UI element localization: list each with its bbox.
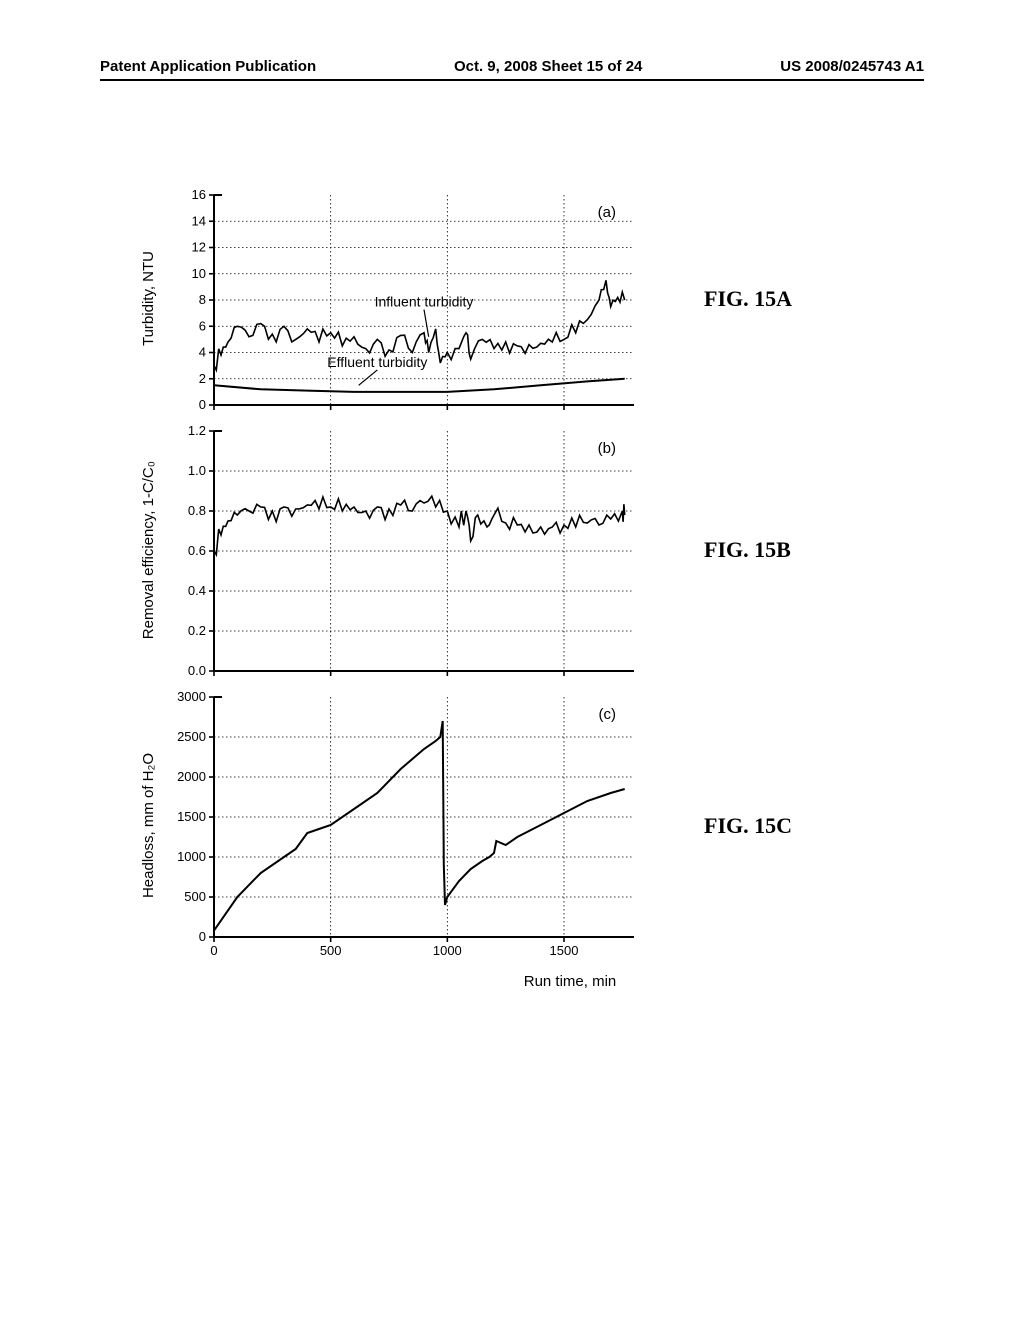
chart-b: 0.0 0.2 0.4 0.6 0.8 1.0 1.2 (b) — [166, 421, 644, 679]
figure-label-b: FIG. 15B — [704, 537, 791, 563]
header-left: Patent Application Publication — [100, 58, 316, 75]
svg-text:(c): (c) — [599, 706, 617, 723]
charts-area: Turbidity, NTU 0 2 4 6 8 10 12 14 16 Influent tur… — [140, 185, 900, 990]
chart-row-b: Removal efficiency, 1-C/C₀ 0.00.20.40.60… — [140, 421, 900, 679]
svg-text:500: 500 — [184, 889, 206, 904]
svg-text:14: 14 — [192, 213, 206, 228]
svg-text:0.2: 0.2 — [188, 623, 206, 638]
xaxis-label: Run time, min — [240, 973, 900, 990]
svg-text:1000: 1000 — [433, 943, 462, 958]
svg-text:2500: 2500 — [177, 729, 206, 744]
svg-text:1000: 1000 — [177, 849, 206, 864]
svg-text:500: 500 — [320, 943, 342, 958]
svg-text:1.0: 1.0 — [188, 463, 206, 478]
chart-a: 0 2 4 6 8 10 12 14 16 Influent turbidity Effluent … — [166, 185, 644, 413]
svg-text:2: 2 — [199, 371, 206, 386]
svg-text:0.4: 0.4 — [188, 583, 206, 598]
chart-c: 0 500 1000 1500 2000 2500 3000 0 500 1000 1500 (c) — [166, 687, 644, 965]
svg-text:0.8: 0.8 — [188, 503, 206, 518]
figure-label-a: FIG. 15A — [704, 286, 792, 312]
svg-text:12: 12 — [192, 240, 206, 255]
svg-text:(b): (b) — [598, 440, 616, 457]
svg-text:1.2: 1.2 — [188, 423, 206, 438]
svg-text:6: 6 — [199, 318, 206, 333]
svg-text:4: 4 — [199, 345, 206, 360]
svg-text:2000: 2000 — [177, 769, 206, 784]
figure-label-c: FIG. 15C — [704, 813, 792, 839]
svg-text:Influent turbidity: Influent turbidity — [375, 294, 474, 310]
header-center: Oct. 9, 2008 Sheet 15 of 24 — [454, 58, 642, 75]
yaxis-label-a: Turbidity, NTU — [140, 251, 162, 346]
yaxis-label-b: Removal efficiency, 1-C/C₀ — [140, 461, 162, 639]
chart-row-a: Turbidity, NTU 0 2 4 6 8 10 12 14 16 Influent tur… — [140, 185, 900, 413]
svg-text:0: 0 — [199, 397, 206, 412]
svg-text:3000: 3000 — [177, 689, 206, 704]
svg-text:1500: 1500 — [177, 809, 206, 824]
chart-row-c: Headloss, mm of H₂O 0 500 1000 1500 2000 2500… — [140, 687, 900, 965]
svg-text:16: 16 — [192, 187, 206, 202]
svg-text:1500: 1500 — [550, 943, 579, 958]
svg-text:10: 10 — [192, 266, 206, 281]
yaxis-label-c: Headloss, mm of H₂O — [140, 753, 162, 898]
svg-text:0.0: 0.0 — [188, 663, 206, 678]
svg-text:8: 8 — [199, 292, 206, 307]
svg-text:(a): (a) — [598, 204, 616, 221]
svg-text:0: 0 — [199, 929, 206, 944]
svg-text:Effluent turbidity: Effluent turbidity — [327, 354, 427, 370]
header-right: US 2008/0245743 A1 — [780, 58, 924, 75]
svg-text:0.6: 0.6 — [188, 543, 206, 558]
svg-text:0: 0 — [210, 943, 217, 958]
